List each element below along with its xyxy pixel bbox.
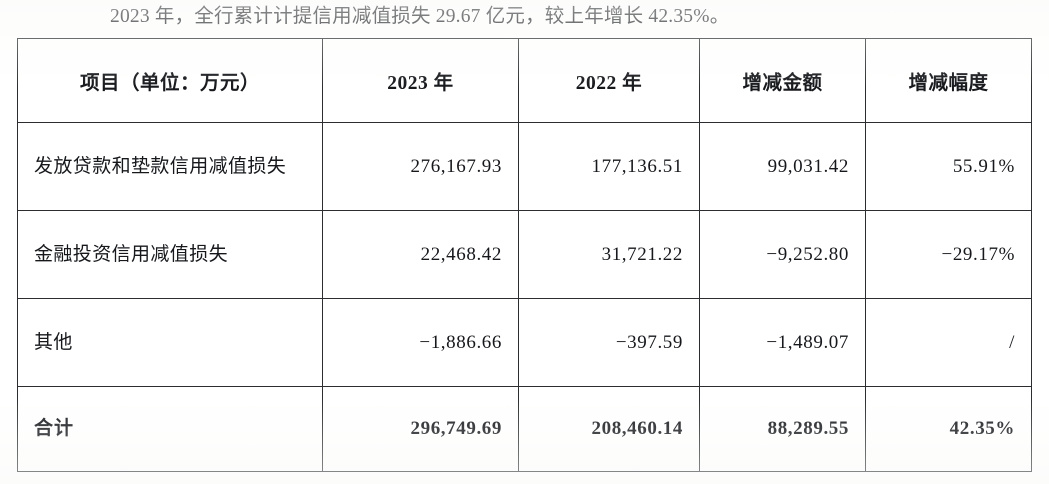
column-header-item: 项目（单位：万元） xyxy=(17,38,323,123)
cell-rate: −29.17% xyxy=(865,210,1032,299)
row-label-financial-investment-impairment: 金融投资信用减值损失 xyxy=(17,210,323,299)
column-header-rate: 增减幅度 xyxy=(865,38,1032,123)
table-row: 发放贷款和垫款信用减值损失 276,167.93 177,136.51 99,0… xyxy=(17,122,1032,211)
total-rate: 42.35% xyxy=(865,386,1032,472)
cell-delta: 99,031.42 xyxy=(699,122,866,211)
cell-y2022: 31,721.22 xyxy=(518,210,700,299)
cell-y2023: −1,886.66 xyxy=(322,298,519,387)
cell-y2023: 22,468.42 xyxy=(322,210,519,299)
data-table: 项目（单位：万元） 2023 年 2022 年 增减金额 增减幅度 发放贷款和垫… xyxy=(17,38,1032,472)
cell-rate: 55.91% xyxy=(865,122,1032,211)
table-row: 金融投资信用减值损失 22,468.42 31,721.22 −9,252.80… xyxy=(17,210,1032,299)
cell-delta: −1,489.07 xyxy=(699,298,866,387)
cell-rate: / xyxy=(865,298,1032,387)
total-y2022: 208,460.14 xyxy=(518,386,700,472)
column-header-y2022: 2022 年 xyxy=(518,38,700,123)
table-header-row: 项目（单位：万元） 2023 年 2022 年 增减金额 增减幅度 xyxy=(17,38,1032,123)
row-label-total: 合计 xyxy=(17,386,323,472)
cell-y2022: 177,136.51 xyxy=(518,122,700,211)
cell-y2022: −397.59 xyxy=(518,298,700,387)
lead-paragraph: 2023 年，全行累计计提信用减值损失 29.67 亿元，较上年增长 42.35… xyxy=(110,6,730,27)
table-row: 其他 −1,886.66 −397.59 −1,489.07 / xyxy=(17,298,1032,387)
column-header-y2023: 2023 年 xyxy=(322,38,519,123)
total-delta: 88,289.55 xyxy=(699,386,866,472)
total-y2023: 296,749.69 xyxy=(322,386,519,472)
row-label-other: 其他 xyxy=(17,298,323,387)
cell-delta: −9,252.80 xyxy=(699,210,866,299)
credit-impairment-table: 项目（单位：万元） 2023 年 2022 年 增减金额 增减幅度 发放贷款和垫… xyxy=(17,38,1032,472)
cell-y2023: 276,167.93 xyxy=(322,122,519,211)
row-label-loans-impairment: 发放贷款和垫款信用减值损失 xyxy=(17,122,323,211)
table-total-row: 合计 296,749.69 208,460.14 88,289.55 42.35… xyxy=(17,386,1032,472)
column-header-delta: 增减金额 xyxy=(699,38,866,123)
